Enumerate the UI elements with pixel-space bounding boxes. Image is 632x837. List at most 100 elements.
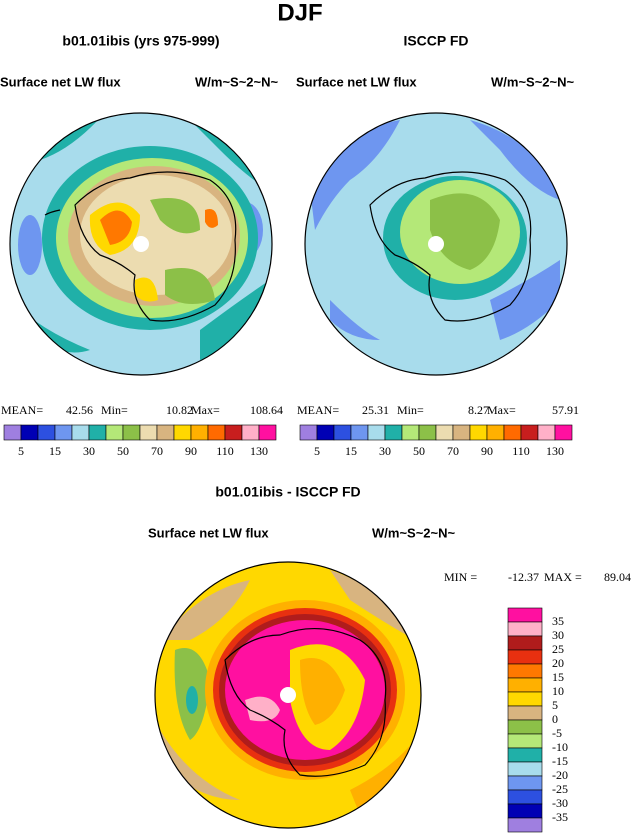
- colorbar-box: [367, 424, 386, 441]
- units-label: W/m~S~2~N~: [372, 525, 456, 540]
- colorbar-label: 25: [552, 642, 564, 656]
- colorbar-label: -20: [552, 768, 568, 782]
- map-difference: [154, 561, 422, 829]
- colorbar-box: [37, 424, 56, 441]
- colorbar-box: [207, 424, 226, 441]
- colorbar-box: [507, 747, 543, 763]
- colorbar-box: [190, 424, 209, 441]
- colorbar-label: 30: [379, 444, 391, 458]
- colorbar-box: [507, 789, 543, 805]
- colorbar-box: [507, 705, 543, 721]
- colorbar-label: 30: [552, 628, 564, 642]
- colorbar-label: 110: [216, 444, 234, 458]
- colorbar-box: [139, 424, 158, 441]
- colorbar-label: 5: [18, 444, 24, 458]
- stat-label: Max=: [487, 403, 516, 417]
- colorbar-label: 130: [250, 444, 268, 458]
- map-observation: [304, 112, 568, 376]
- panel-title: ISCCP FD: [403, 33, 468, 49]
- stat-value: 108.64: [250, 403, 283, 417]
- colorbar-box: [316, 424, 335, 441]
- colorbar-label: 90: [481, 444, 493, 458]
- colorbar-box: [520, 424, 539, 441]
- field-label: Surface net LW flux: [296, 74, 417, 89]
- colorbar-box: [3, 424, 22, 441]
- colorbar-box: [258, 424, 277, 441]
- colorbar-label: -30: [552, 796, 568, 810]
- colorbar-box: [20, 424, 39, 441]
- colorbar-label: 50: [413, 444, 425, 458]
- stat-value: 42.56: [66, 403, 93, 417]
- stat-value: 25.31: [362, 403, 389, 417]
- colorbar-box: [507, 775, 543, 791]
- panel-title: b01.01ibis - ISCCP FD: [215, 484, 360, 500]
- colorbar-label: -15: [552, 754, 568, 768]
- stat-label: Max=: [191, 403, 220, 417]
- colorbar-box: [224, 424, 243, 441]
- field-label: Surface net LW flux: [0, 74, 121, 89]
- colorbar-label: -35: [552, 810, 568, 824]
- colorbar-box: [435, 424, 454, 441]
- colorbar-box: [507, 635, 543, 651]
- stat-value: 57.91: [552, 403, 579, 417]
- panel-title: b01.01ibis (yrs 975-999): [62, 33, 219, 49]
- colorbar-box: [503, 424, 522, 441]
- field-label: Surface net LW flux: [148, 525, 269, 540]
- stat-value: 8.27: [468, 403, 489, 417]
- colorbar-label: 130: [546, 444, 564, 458]
- units-label: W/m~S~2~N~: [195, 74, 279, 89]
- colorbar-label: 0: [552, 712, 558, 726]
- colorbar-box: [384, 424, 403, 441]
- colorbar-label: 15: [49, 444, 61, 458]
- colorbar-box: [507, 691, 543, 707]
- stat-label: MEAN=: [1, 403, 43, 417]
- colorbar-box: [241, 424, 260, 441]
- colorbar-label: 110: [512, 444, 530, 458]
- stat-label: MAX =: [544, 570, 582, 584]
- colorbar-label: -5: [552, 726, 562, 740]
- colorbar-label: 5: [314, 444, 320, 458]
- colorbar-box: [173, 424, 192, 441]
- colorbar-label: 50: [117, 444, 129, 458]
- colorbar-box: [350, 424, 369, 441]
- figure-title: DJF: [277, 0, 322, 26]
- colorbar-box: [299, 424, 318, 441]
- stat-label: MEAN=: [297, 403, 339, 417]
- colorbar-label: 70: [447, 444, 459, 458]
- colorbar-box: [507, 817, 543, 833]
- colorbar-box: [105, 424, 124, 441]
- colorbar-box: [507, 719, 543, 735]
- colorbar-box: [507, 621, 543, 637]
- stat-label: Min=: [397, 403, 424, 417]
- colorbar-label: 20: [552, 656, 564, 670]
- stat-label: Min=: [101, 403, 128, 417]
- colorbar-box: [507, 677, 543, 693]
- colorbar-box: [418, 424, 437, 441]
- colorbar-label: -25: [552, 782, 568, 796]
- colorbar-box: [507, 663, 543, 679]
- colorbar-box: [452, 424, 471, 441]
- colorbar-box: [401, 424, 420, 441]
- colorbar-box: [507, 803, 543, 819]
- stat-value: -12.37: [508, 570, 539, 584]
- colorbar-label: 15: [552, 670, 564, 684]
- colorbar-label: -10: [552, 740, 568, 754]
- colorbar-label: 35: [552, 614, 564, 628]
- colorbar-box: [71, 424, 90, 441]
- colorbar-label: 10: [552, 684, 564, 698]
- units-label: W/m~S~2~N~: [491, 74, 575, 89]
- colorbar-label: 15: [345, 444, 357, 458]
- colorbar-box: [88, 424, 107, 441]
- colorbar-box: [122, 424, 141, 441]
- colorbar-label: 70: [151, 444, 163, 458]
- stat-label: MIN =: [444, 570, 477, 584]
- stat-value: 10.82: [166, 403, 193, 417]
- colorbar-box: [507, 649, 543, 665]
- colorbar-box: [507, 761, 543, 777]
- colorbar-box: [554, 424, 573, 441]
- colorbar-label: 90: [185, 444, 197, 458]
- colorbar-box: [333, 424, 352, 441]
- colorbar-box: [54, 424, 73, 441]
- colorbar-box: [156, 424, 175, 441]
